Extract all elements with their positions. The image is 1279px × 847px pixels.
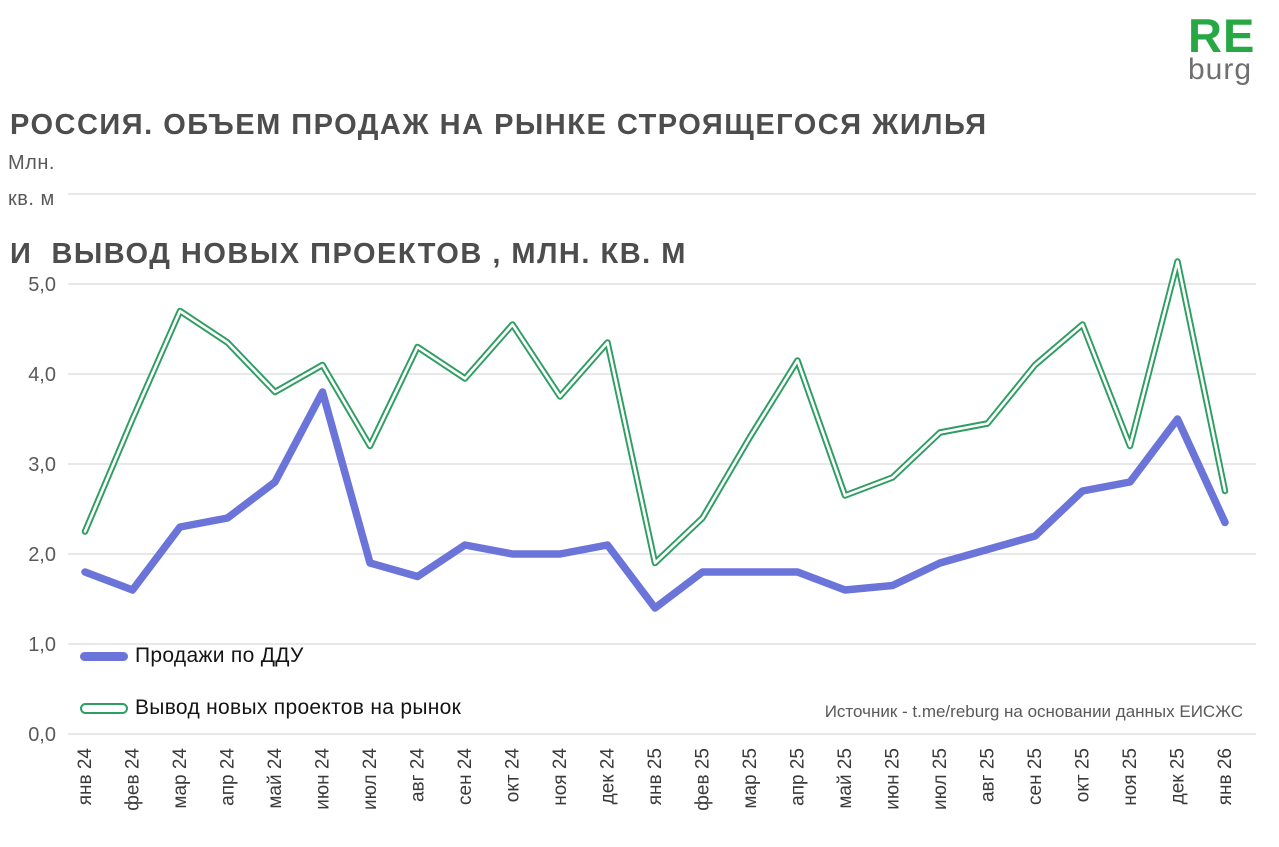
x-axis-label: сен 25 [1025,748,1046,805]
y-axis-unit-line1: Млн. [8,152,55,174]
legend-item-sales: Продажи по ДДУ [80,644,304,668]
x-axis-label: янв 24 [75,748,96,806]
x-axis-label: ноя 25 [1120,748,1141,806]
x-axis-label: апр 25 [788,748,809,806]
x-axis-label: фев 24 [123,748,144,811]
x-axis-label: мар 25 [740,748,761,809]
y-axis-unit-line2: кв. м [8,188,55,210]
x-axis-label: авг 24 [408,748,429,802]
x-axis-label: апр 24 [218,748,239,806]
x-axis-label: июл 24 [360,748,381,810]
y-tick-label: 5,0 [28,274,56,296]
x-axis-label: июн 25 [883,748,904,810]
y-tick-label: 1,0 [28,634,56,656]
chart-title: РОССИЯ. ОБЪЕМ ПРОДАЖ НА РЫНКЕ СТРОЯЩЕГОС… [10,18,988,319]
legend-item-launches: Вывод новых проектов на рынок [80,696,461,720]
source-note: Источник - t.me/reburg на основании данн… [824,702,1243,721]
x-axis-label: сен 24 [455,748,476,805]
y-tick-label: 4,0 [28,364,56,386]
x-axis-label: фев 25 [693,748,714,811]
sales-line-swatch [80,651,128,661]
x-axis-label: авг 25 [978,748,999,802]
chart-title-line1: РОССИЯ. ОБЪЕМ ПРОДАЖ НА РЫНКЕ СТРОЯЩЕГОС… [10,109,988,141]
reburg-logo: RE burg [1188,12,1255,85]
logo-re-text: RE [1188,9,1256,62]
x-axis-label: май 24 [265,748,286,809]
x-axis-label: янв 26 [1215,748,1236,805]
series-line-sales [81,388,1229,612]
x-axis-label: дек 25 [1168,748,1189,804]
series-line-launches-core [83,260,1227,565]
x-axis-label: янв 25 [645,748,666,805]
x-axis-label: дек 24 [598,748,619,805]
x-axis-label: июл 25 [930,748,951,810]
launches-line-swatch [80,702,128,714]
y-tick-label: 2,0 [28,544,56,566]
legend-label-launches: Вывод новых проектов на рынок [135,696,462,719]
logo-burg-text: burg [1188,53,1253,86]
x-axis-label: июн 24 [313,748,334,810]
x-axis-label: май 25 [835,748,856,809]
legend-label-sales: Продажи по ДДУ [135,644,304,667]
x-axis-label: мар 24 [170,748,191,809]
y-tick-label: 0,0 [28,724,56,746]
x-axis-label: окт 25 [1073,748,1094,802]
chart-title-line2: И ВЫВОД НОВЫХ ПРОЕКТОВ , МЛН. КВ. М [10,238,687,270]
y-tick-label: 3,0 [28,454,56,476]
x-axis-label: окт 24 [503,748,524,803]
x-axis-label: ноя 24 [550,748,571,806]
